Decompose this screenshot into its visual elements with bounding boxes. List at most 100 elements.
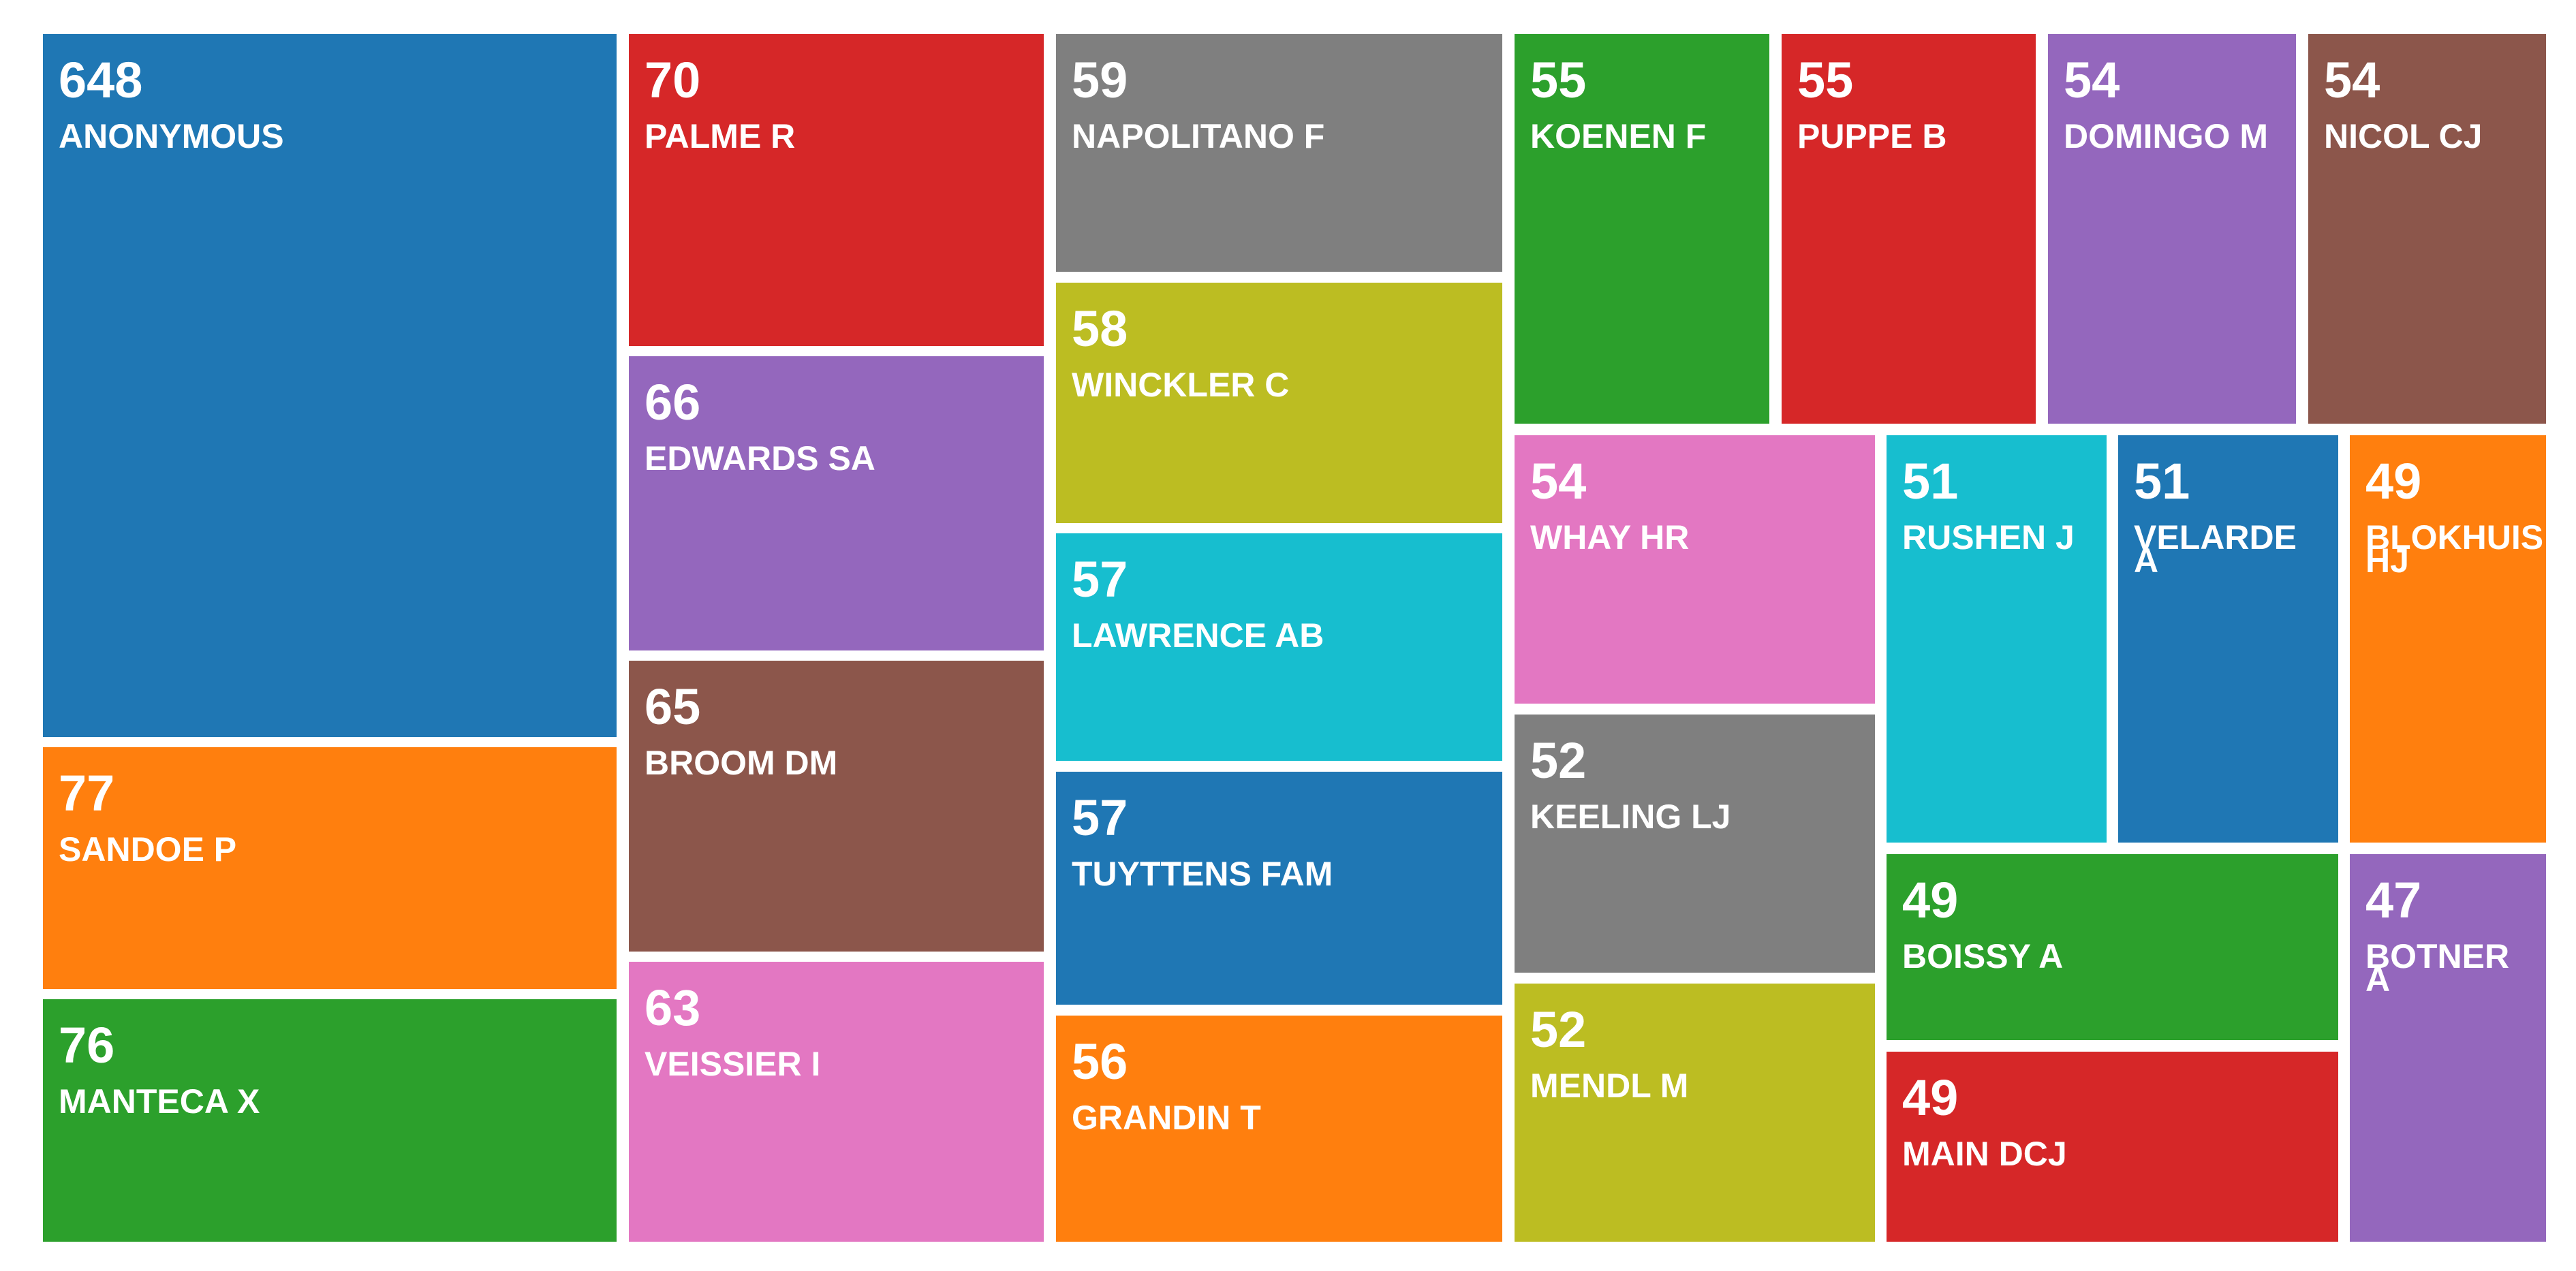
tile-value-boissy-a: 49 <box>1902 872 1958 928</box>
tile-rect-whay-hr <box>1508 428 1882 710</box>
treemap-tile-grandin-t: 56 GRANDIN T <box>1049 1009 1509 1249</box>
tile-rect-main-dcj <box>1880 1045 2345 1249</box>
tile-value-puppe-b: 55 <box>1797 52 1853 108</box>
tile-value-tuyttens-fam: 57 <box>1072 789 1128 846</box>
treemap-tile-puppe-b: 55 PUPPE B <box>1775 27 2043 430</box>
treemap-tile-winckler-c: 58 WINCKLER C <box>1049 276 1509 530</box>
treemap-tile-mendl-m: 52 MENDL M <box>1508 977 1882 1249</box>
tile-value-anonymous: 648 <box>59 52 142 108</box>
tile-value-botner-a: 47 <box>2365 872 2421 928</box>
tile-label-anonymous: ANONYMOUS <box>59 117 284 155</box>
tile-value-koenen-f: 55 <box>1530 52 1586 108</box>
treemap-tile-boissy-a: 49 BOISSY A <box>1880 847 2345 1047</box>
tile-label-main-dcj: MAIN DCJ <box>1902 1135 2067 1173</box>
treemap-tile-rushen-j: 51 RUSHEN J <box>1880 428 2113 849</box>
tile-value-winckler-c: 58 <box>1072 300 1128 357</box>
tile-value-grandin-t: 56 <box>1072 1033 1128 1090</box>
tile-value-nicol-cj: 54 <box>2324 52 2380 108</box>
tile-value-edwards-sa: 66 <box>645 374 700 430</box>
treemap-tile-palme-r: 70 PALME R <box>622 27 1051 353</box>
tile-rect-anonymous <box>36 27 623 744</box>
treemap-tile-lawrence-ab: 57 LAWRENCE AB <box>1049 527 1509 768</box>
tile-value-rushen-j: 51 <box>1902 453 1958 509</box>
tile-label-velarde-a: VELARDE A <box>2134 518 2297 580</box>
tile-rect-blokhuis-hj <box>2343 428 2553 849</box>
treemap-tile-nicol-cj: 54 NICOL CJ <box>2301 27 2553 430</box>
tile-label-sandoe-p: SANDOE P <box>59 830 236 868</box>
tile-label-edwards-sa: EDWARDS SA <box>645 439 875 477</box>
treemap-tile-napolitano-f: 59 NAPOLITANO F <box>1049 27 1509 279</box>
tile-rect-tuyttens-fam <box>1049 765 1509 1011</box>
tile-label-line: A <box>2134 542 2158 580</box>
tile-label-manteca-x: MANTECA X <box>59 1082 260 1120</box>
tile-label-broom-dm: BROOM DM <box>645 744 837 782</box>
tile-rect-velarde-a <box>2111 428 2345 849</box>
tile-rect-grandin-t <box>1049 1009 1509 1249</box>
tile-rect-napolitano-f <box>1049 27 1509 279</box>
tile-label-grandin-t: GRANDIN T <box>1072 1099 1261 1137</box>
treemap-tile-blokhuis-hj: 49 BLOKHUIS HJ <box>2343 428 2553 849</box>
treemap-tile-botner-a: 47 BOTNER A <box>2343 847 2553 1249</box>
tile-rect-nicol-cj <box>2301 27 2553 430</box>
tile-label-line: A <box>2365 960 2390 999</box>
tile-label-blokhuis-hj: BLOKHUIS HJ <box>2365 518 2543 580</box>
tile-value-lawrence-ab: 57 <box>1072 551 1128 608</box>
tile-label-line: BLOKHUIS <box>2365 518 2543 556</box>
tile-value-sandoe-p: 77 <box>59 765 114 821</box>
tile-label-palme-r: PALME R <box>645 117 795 155</box>
tile-label-whay-hr: WHAY HR <box>1530 518 1689 556</box>
tile-value-domingo-m: 54 <box>2064 52 2120 108</box>
tile-value-velarde-a: 51 <box>2134 453 2190 509</box>
tile-rect-edwards-sa <box>622 349 1051 657</box>
treemap-tile-whay-hr: 54 WHAY HR <box>1508 428 1882 710</box>
tile-value-keeling-lj: 52 <box>1530 732 1586 789</box>
tile-value-veissier-i: 63 <box>645 979 700 1036</box>
treemap-tile-tuyttens-fam: 57 TUYTTENS FAM <box>1049 765 1509 1011</box>
tile-label-line: BOTNER <box>2365 937 2509 975</box>
treemap-tile-velarde-a: 51 VELARDE A <box>2111 428 2345 849</box>
tile-rect-palme-r <box>622 27 1051 353</box>
tile-label-napolitano-f: NAPOLITANO F <box>1072 117 1324 155</box>
tile-label-puppe-b: PUPPE B <box>1797 117 1947 155</box>
treemap-tile-broom-dm: 65 BROOM DM <box>622 654 1051 958</box>
treemap-tile-anonymous: 648 ANONYMOUS <box>36 27 623 744</box>
treemap-tile-main-dcj: 49 MAIN DCJ <box>1880 1045 2345 1249</box>
tile-value-palme-r: 70 <box>645 52 700 108</box>
treemap-tile-manteca-x: 76 MANTECA X <box>36 992 623 1249</box>
tile-value-napolitano-f: 59 <box>1072 52 1128 108</box>
tile-label-botner-a: BOTNER A <box>2365 937 2509 999</box>
tile-rect-veissier-i <box>622 955 1051 1249</box>
tile-rect-puppe-b <box>1775 27 2043 430</box>
treemap-tile-domingo-m: 54 DOMINGO M <box>2041 27 2303 430</box>
tile-label-winckler-c: WINCKLER C <box>1072 366 1289 404</box>
tile-label-mendl-m: MENDL M <box>1530 1067 1688 1105</box>
tile-label-rushen-j: RUSHEN J <box>1902 518 2075 556</box>
tile-label-line: VELARDE <box>2134 518 2297 556</box>
treemap-tile-edwards-sa: 66 EDWARDS SA <box>622 349 1051 657</box>
tile-rect-manteca-x <box>36 992 623 1249</box>
tile-value-main-dcj: 49 <box>1902 1069 1958 1126</box>
tile-rect-lawrence-ab <box>1049 527 1509 768</box>
tile-label-lawrence-ab: LAWRENCE AB <box>1072 616 1324 655</box>
tile-value-blokhuis-hj: 49 <box>2365 453 2421 509</box>
tile-rect-rushen-j <box>1880 428 2113 849</box>
tile-value-whay-hr: 54 <box>1530 453 1586 509</box>
tile-rect-keeling-lj <box>1508 708 1882 979</box>
tile-value-broom-dm: 65 <box>645 678 700 735</box>
tile-label-keeling-lj: KEELING LJ <box>1530 798 1731 836</box>
tile-label-line: HJ <box>2365 542 2409 580</box>
tile-label-veissier-i: VEISSIER I <box>645 1045 820 1083</box>
tile-label-boissy-a: BOISSY A <box>1902 937 2063 975</box>
tile-label-koenen-f: KOENEN F <box>1530 117 1706 155</box>
tile-label-nicol-cj: NICOL CJ <box>2324 117 2482 155</box>
tile-rect-sandoe-p <box>36 740 623 996</box>
treemap-tile-veissier-i: 63 VEISSIER I <box>622 955 1051 1249</box>
tile-value-mendl-m: 52 <box>1530 1001 1586 1058</box>
tile-rect-mendl-m <box>1508 977 1882 1249</box>
treemap-tile-keeling-lj: 52 KEELING LJ <box>1508 708 1882 979</box>
tile-label-tuyttens-fam: TUYTTENS FAM <box>1072 855 1333 893</box>
treemap-tile-sandoe-p: 77 SANDOE P <box>36 740 623 996</box>
tile-rect-domingo-m <box>2041 27 2303 430</box>
tile-rect-winckler-c <box>1049 276 1509 530</box>
tile-rect-botner-a <box>2343 847 2553 1249</box>
